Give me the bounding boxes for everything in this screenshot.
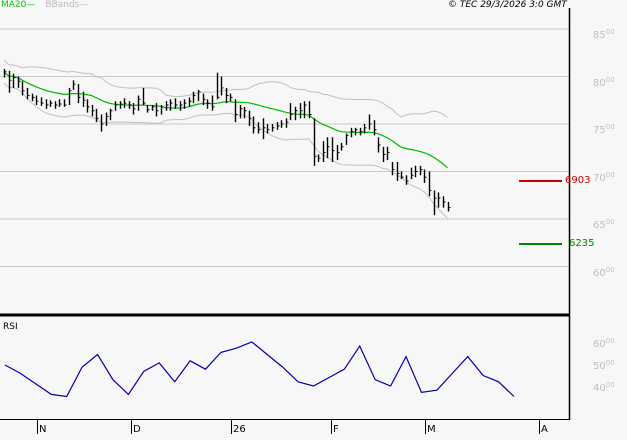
- support-resistance-levels: [519, 180, 562, 245]
- time-axis-label: M: [427, 424, 436, 435]
- legend: MA20— BBands—: [1, 0, 88, 11]
- price-bars: [3, 68, 451, 216]
- price-axis-label: 7000: [593, 170, 615, 184]
- time-axis-label: D: [133, 424, 141, 435]
- time-axis-label: A: [541, 424, 548, 435]
- rsi-panel-label: RSI: [3, 322, 18, 332]
- rsi-line: [4, 341, 515, 398]
- price-axis-label: 6500: [593, 218, 615, 231]
- price-axis-label: 8500: [593, 28, 615, 41]
- price-axis-label: 8000: [593, 75, 615, 89]
- copyright-timestamp: © TEC 29/3/2026 3:0 GMT: [448, 0, 567, 10]
- price-axis-label: 7500: [593, 123, 615, 136]
- bollinger-bands: [3, 59, 448, 219]
- time-axis-label: F: [333, 424, 339, 435]
- legend-ma20[interactable]: MA20—: [1, 0, 36, 10]
- legend-ma20-label: MA20: [1, 0, 27, 10]
- legend-bbands-label: BBands: [45, 0, 80, 10]
- support-level-label: 6235: [569, 238, 595, 249]
- price-axis-label: 6000: [593, 265, 615, 279]
- legend-bbands[interactable]: BBands—: [45, 0, 89, 10]
- ma20-line: [3, 71, 448, 169]
- price-gridlines: [0, 28, 569, 267]
- rsi-axis-label: 4000: [593, 381, 615, 394]
- time-axis-label: 26: [233, 424, 246, 435]
- rsi-axis-label: 5000: [593, 359, 615, 372]
- chart-frame: [0, 8, 571, 420]
- rsi-axis-label: 6000: [593, 337, 615, 350]
- resistance-level-label: 6903: [565, 175, 591, 186]
- time-axis-ticks: [37, 420, 540, 434]
- time-axis-label: N: [39, 424, 47, 435]
